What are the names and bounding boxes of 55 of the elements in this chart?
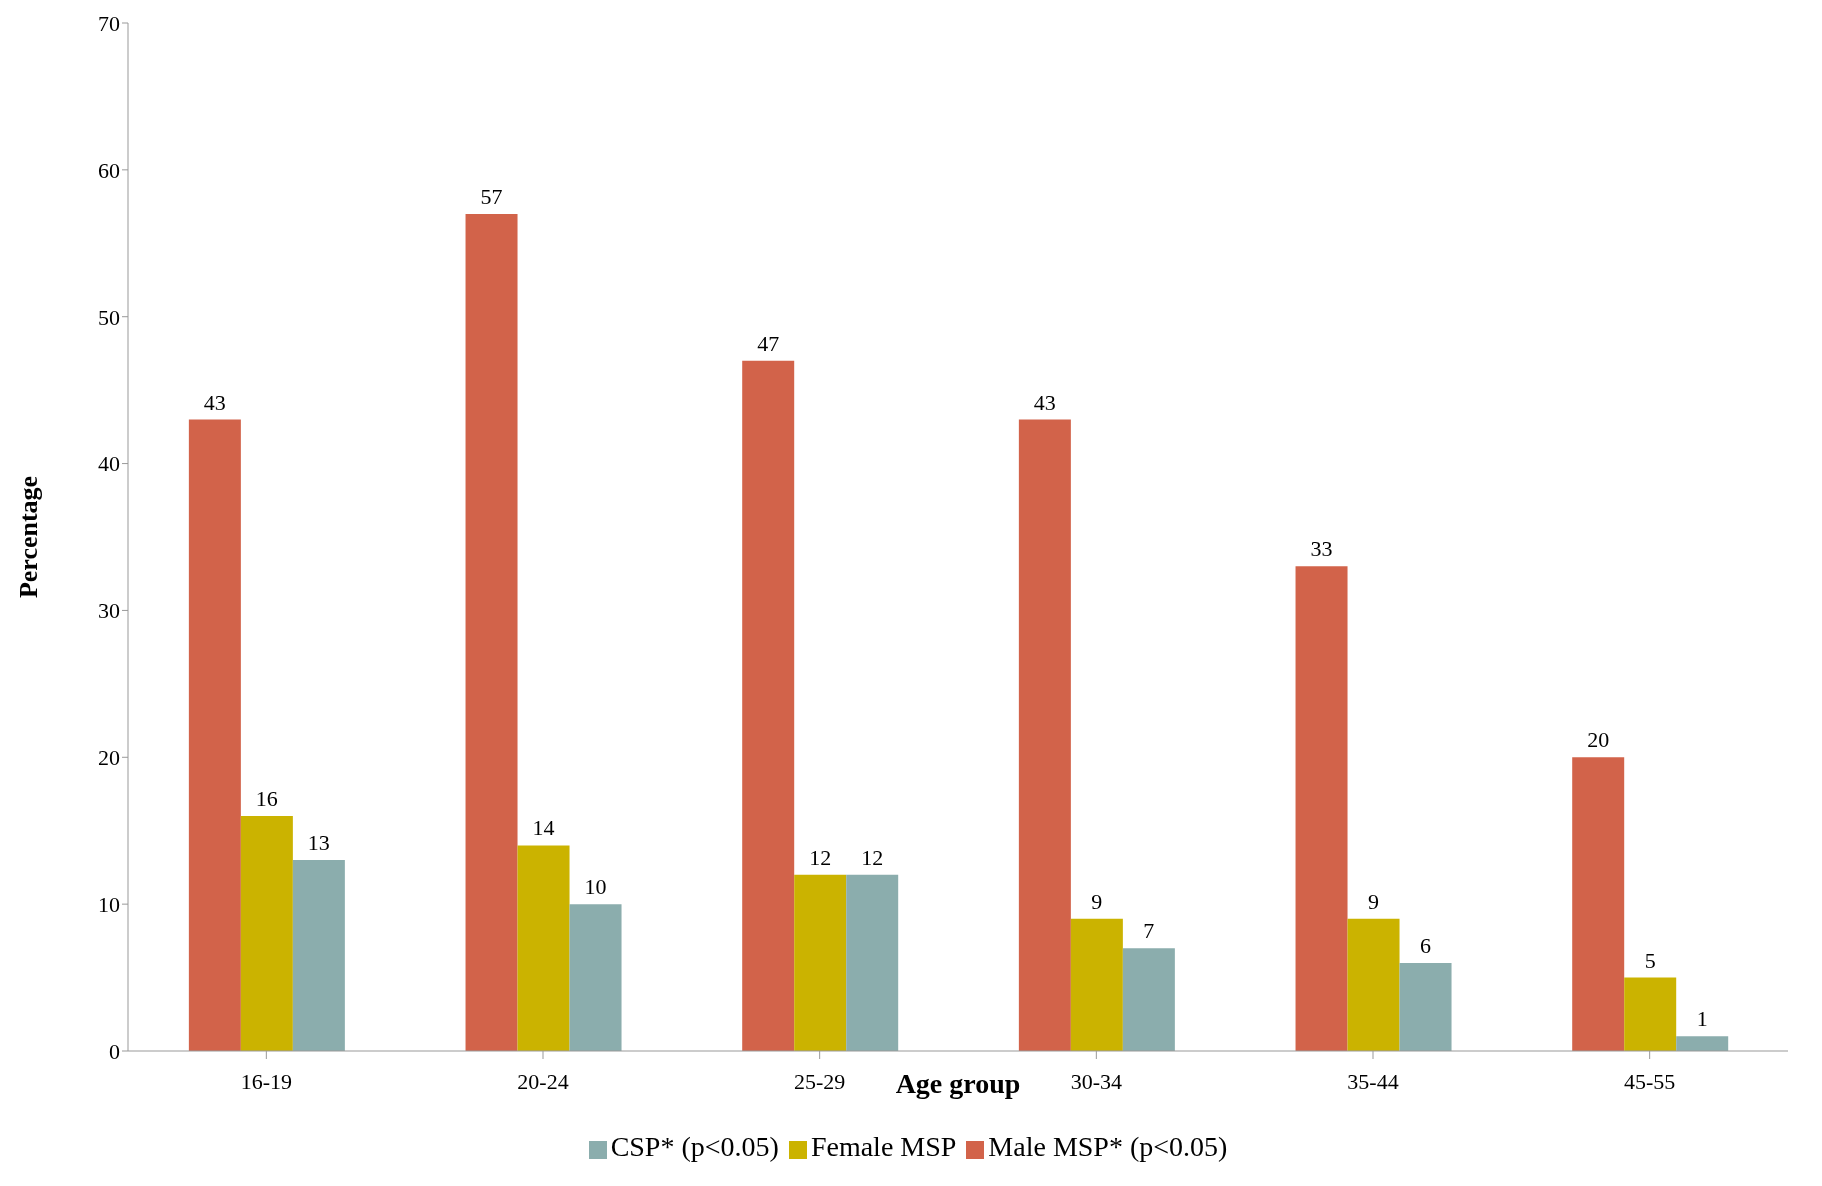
bar [1676, 1036, 1729, 1051]
y-axis-title: Percentage [14, 475, 44, 599]
data-label: 5 [1644, 947, 1656, 973]
bar [1122, 948, 1175, 1051]
bar [1295, 566, 1348, 1051]
x-axis-title: Age group [895, 1067, 1021, 1099]
legend-label: CSP* (p<0.05) [610, 1131, 779, 1162]
bar [846, 874, 899, 1051]
y-tick-label: 40 [98, 451, 120, 477]
x-tick-label: 35-44 [1347, 1068, 1399, 1094]
bar [742, 360, 795, 1051]
bar [517, 845, 570, 1051]
data-label: 14 [532, 815, 555, 841]
bar [1624, 977, 1677, 1051]
data-label: 9 [1368, 888, 1380, 914]
data-label: 9 [1091, 888, 1103, 914]
data-label: 10 [584, 874, 607, 900]
bar [465, 213, 518, 1051]
data-label: 7 [1143, 918, 1155, 944]
y-tick-label: 70 [98, 10, 120, 36]
x-tick-label: 30-34 [1070, 1068, 1122, 1094]
data-label: 43 [1033, 389, 1056, 415]
data-label: 12 [809, 844, 832, 870]
x-tick-label: 16-19 [240, 1068, 292, 1094]
x-tick-label: 25-29 [794, 1068, 846, 1094]
data-label: 1 [1696, 1006, 1708, 1032]
bar [188, 419, 241, 1051]
y-tick-label: 10 [98, 891, 120, 917]
data-label: 20 [1587, 727, 1610, 753]
legend-label: Male MSP* (p<0.05) [988, 1131, 1228, 1162]
data-label: 16 [255, 786, 278, 812]
bar [1018, 419, 1071, 1051]
y-tick-label: 30 [98, 598, 120, 624]
bar [240, 816, 293, 1051]
data-label: 12 [861, 844, 884, 870]
bar [794, 874, 847, 1051]
bar [1399, 962, 1452, 1051]
data-label: 57 [480, 183, 503, 209]
y-tick-label: 0 [109, 1038, 120, 1064]
bar [1347, 918, 1400, 1051]
data-label: 6 [1420, 932, 1432, 958]
y-tick-label: 60 [98, 157, 120, 183]
y-tick-label: 20 [98, 745, 120, 771]
legend-label: Female MSP [810, 1131, 957, 1162]
data-label: 33 [1310, 536, 1333, 562]
data-label: 43 [203, 389, 226, 415]
bar [569, 904, 622, 1051]
bar [1572, 757, 1625, 1051]
data-label: 47 [757, 330, 780, 356]
bar [1070, 918, 1123, 1051]
x-tick-label: 45-55 [1624, 1068, 1676, 1094]
x-tick-label: 20-24 [517, 1068, 569, 1094]
y-tick-label: 50 [98, 304, 120, 330]
bar [292, 860, 345, 1051]
data-label: 13 [307, 830, 330, 856]
